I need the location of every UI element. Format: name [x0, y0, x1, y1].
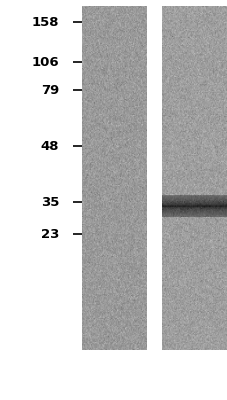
Text: 35: 35 [41, 196, 59, 208]
Text: 158: 158 [32, 16, 59, 28]
Text: 79: 79 [41, 84, 59, 96]
Text: 106: 106 [32, 56, 59, 68]
Text: 48: 48 [41, 140, 59, 152]
Text: 23: 23 [41, 228, 59, 240]
